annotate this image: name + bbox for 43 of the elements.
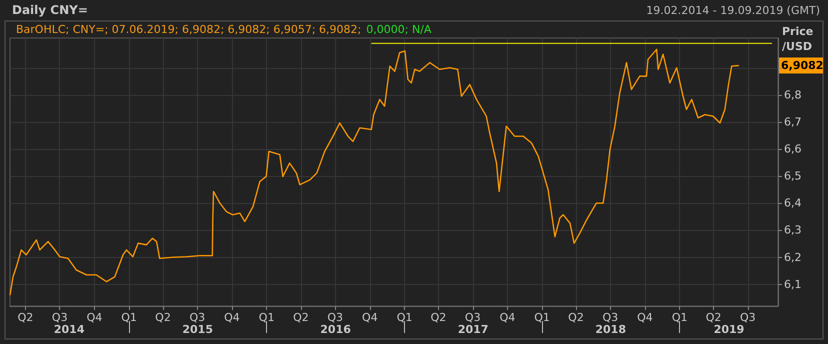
x-tick-label: Q3 — [602, 311, 618, 324]
x2-tick-label: 2015 — [182, 323, 213, 336]
x-tick-label: Q1 — [258, 311, 274, 324]
y-tick-label: 6,4 — [784, 196, 802, 210]
x-tick-label: Q3 — [464, 311, 481, 324]
x-tick-label: Q3 — [327, 311, 344, 324]
x-tick-label: Q4 — [86, 311, 102, 324]
x2-tick-label: 2016 — [320, 323, 352, 336]
x2-tick-label: 2018 — [595, 323, 626, 336]
x-tick-label: Q2 — [18, 311, 34, 324]
y-tick-label: 6,7 — [784, 115, 802, 128]
x2-tick-label: 2019 — [714, 323, 744, 336]
x-tick-label: Q2 — [293, 311, 309, 324]
x2-tick-label: 2014 — [54, 323, 85, 336]
chart-subtitle: 19.02.2014 - 19.09.2019 (GMT) — [646, 4, 820, 17]
x-tick-label: Q2 — [706, 311, 722, 324]
y-tick-label: 6,3 — [784, 224, 802, 237]
y-tick-label: 6,5 — [784, 170, 802, 183]
x-tick-label: Q4 — [500, 311, 516, 324]
x2-tick-label: 2017 — [458, 323, 488, 336]
x-tick-label: Q4 — [637, 311, 653, 324]
x-tick-label: Q4 — [224, 311, 240, 324]
y-tick-label: 6,2 — [784, 250, 802, 264]
text: 0,0000; N/A — [366, 23, 432, 36]
x-tick-label: Q3 — [740, 311, 756, 324]
annotation: 6,9082 — [781, 59, 824, 72]
x-tick-label: Q2 — [430, 311, 446, 324]
x-tick-label: Q1 — [121, 311, 137, 324]
x-tick-label: Q3 — [189, 311, 206, 324]
x-tick-label: Q2 — [155, 311, 171, 324]
x-tick-label: Q2 — [568, 311, 584, 324]
x-tick-label: Q1 — [396, 311, 412, 324]
x-tick-label: Q3 — [52, 311, 68, 324]
text: BarOHLC; CNY=; 07.06.2019; 6,9082; 6,9082; 6,9057; 6,9082; — [16, 23, 362, 36]
line-series — [9, 48, 740, 296]
chart-title: Daily CNY= — [12, 3, 88, 17]
y-tick-label: 6,6 — [784, 142, 802, 156]
x-tick-label: Q1 — [534, 311, 550, 324]
y-tick-label: 6,8 — [784, 88, 802, 102]
x-tick-label: Q4 — [362, 311, 378, 324]
y-tick-label: 6,1 — [784, 278, 802, 291]
x-tick-label: Q1 — [672, 311, 688, 324]
y-axis-title: Price /USD — [782, 25, 814, 53]
